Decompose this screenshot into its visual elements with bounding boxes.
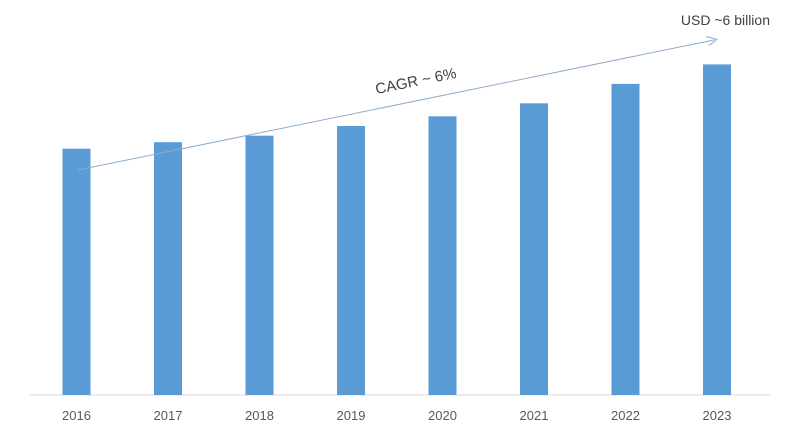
cagr-trend-arrow (77, 39, 715, 171)
cagr-annotation: CAGR ~ 6% (374, 65, 458, 98)
bar-2020 (428, 116, 457, 396)
bar-2016 (62, 148, 91, 395)
x-tick-label-2021: 2021 (520, 408, 549, 423)
bar-2018 (245, 135, 274, 395)
bars-group (62, 64, 731, 396)
x-tick-label-2022: 2022 (611, 408, 640, 423)
bar-2023 (703, 64, 731, 396)
bar-2022 (611, 83, 640, 396)
x-tick-label-2020: 2020 (428, 408, 457, 423)
bar-2021 (520, 103, 548, 396)
x-tick-label-2017: 2017 (154, 408, 183, 423)
x-tick-label-2018: 2018 (245, 408, 274, 423)
x-tick-label-2019: 2019 (337, 408, 366, 423)
bar-2017 (154, 142, 182, 395)
bar-2019 (337, 126, 365, 395)
end-value-annotation: USD ~6 billion (681, 12, 770, 28)
x-tick-labels: 2016 2017 2018 2019 2020 2021 2022 2023 (62, 408, 731, 423)
x-tick-label-2016: 2016 (62, 408, 91, 423)
cagr-trend-arrowhead (705, 36, 719, 46)
x-tick-label-2023: 2023 (703, 408, 732, 423)
